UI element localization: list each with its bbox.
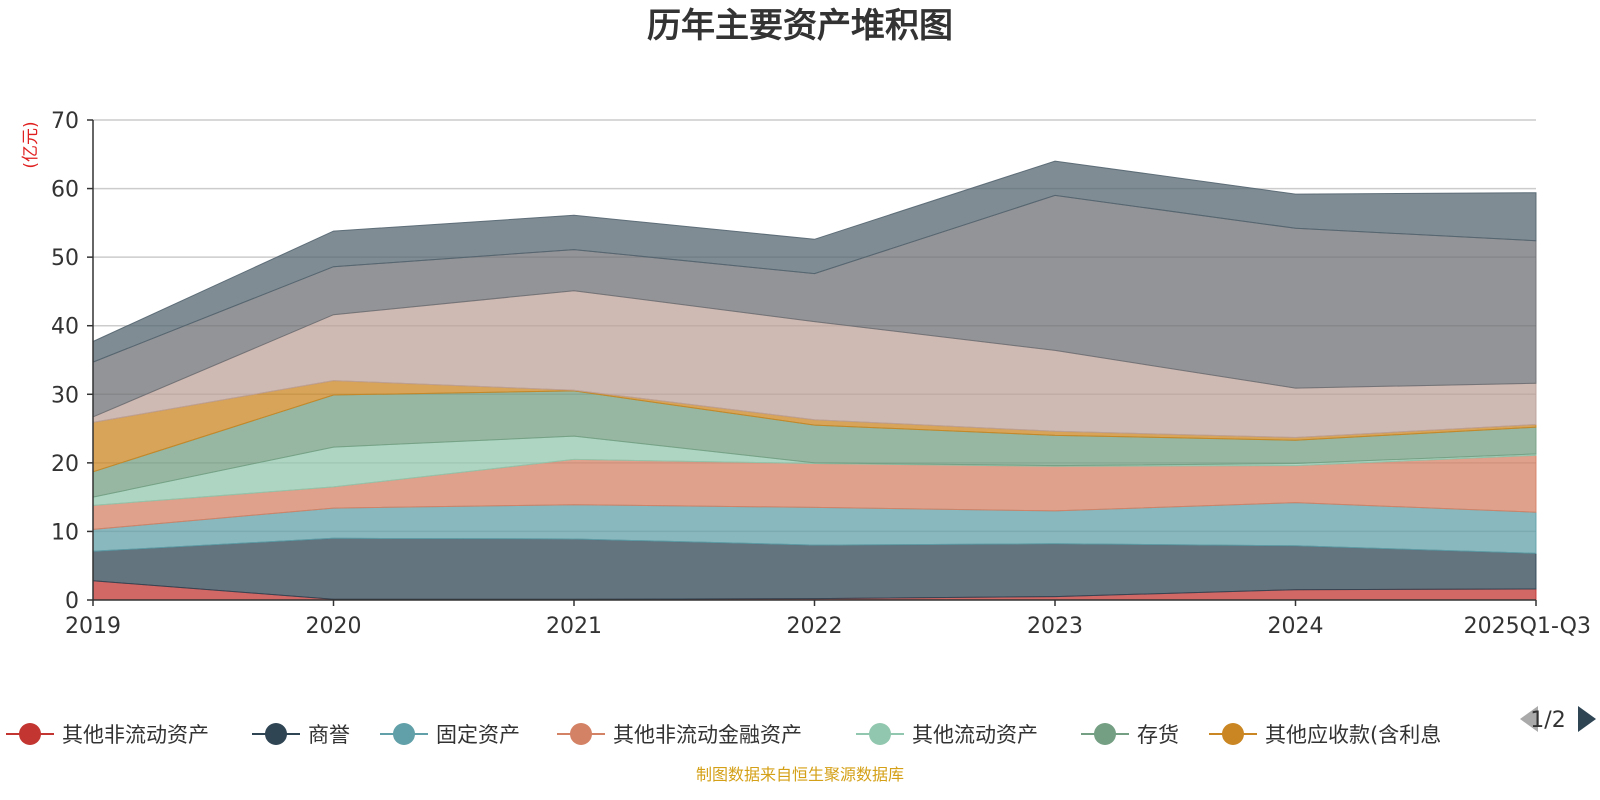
legend-prev-arrow-icon[interactable]	[1520, 706, 1538, 732]
x-tick-label-5: 2024	[1268, 614, 1324, 639]
legend-item-4[interactable]: 其他流动资产	[856, 723, 1038, 747]
y-tick-labels: 0 10 20 30 40 50 60 70	[51, 109, 93, 614]
chart-title: 历年主要资产堆积图	[647, 6, 953, 46]
legend-circle-icon	[393, 723, 415, 745]
legend-circle-icon	[19, 723, 41, 745]
y-tick-label-70: 70	[51, 109, 79, 134]
data-source-note: 制图数据来自恒生聚源数据库	[696, 765, 904, 784]
y-tick-label-30: 30	[51, 383, 79, 408]
x-tick-label-0: 2019	[65, 614, 121, 639]
y-axis-unit-label: (亿元)	[21, 121, 41, 168]
x-tick-label-3: 2022	[787, 614, 843, 639]
legend-pager[interactable]: 1/2	[1520, 706, 1596, 733]
legend-item-2[interactable]: 固定资产	[380, 723, 520, 747]
legend-circle-icon	[869, 723, 891, 745]
x-tick-label-4: 2023	[1027, 614, 1083, 639]
legend-label: 固定资产	[436, 723, 520, 747]
area-series-9	[92, 160, 1537, 363]
legend-item-3[interactable]: 其他非流动金融资产	[557, 723, 802, 747]
x-tick-label-6: 2025Q1-Q3	[1464, 614, 1591, 639]
y-tick-label-40: 40	[51, 315, 79, 340]
y-tick-label-60: 60	[51, 178, 79, 203]
x-tick-label-2: 2021	[546, 614, 602, 639]
legend-label: 其他流动资产	[912, 723, 1038, 747]
x-tick-labels: 2019 2020 2021 2022 2023 2024 2025Q1-Q3	[65, 600, 1591, 639]
legend-label: 其他应收款(含利息	[1265, 723, 1441, 747]
legend-item-6[interactable]: 其他应收款(含利息	[1209, 723, 1441, 747]
legend-label: 商誉	[308, 723, 350, 747]
legend-page-indicator: 1/2	[1530, 708, 1565, 733]
legend-circle-icon	[1222, 723, 1244, 745]
legend-circle-icon	[1094, 723, 1116, 745]
y-tick-label-10: 10	[51, 520, 79, 545]
legend-label: 存货	[1137, 723, 1179, 747]
x-tick-label-1: 2020	[306, 614, 362, 639]
legend-label: 其他非流动金融资产	[613, 723, 802, 747]
legend[interactable]: 其他非流动资产 商誉 固定资产 其他非流动金融资产 其他流动资产 存货 其他应收款(含利息	[6, 723, 1441, 747]
y-tick-label-50: 50	[51, 246, 79, 271]
legend-item-5[interactable]: 存货	[1081, 723, 1179, 747]
y-tick-label-20: 20	[51, 452, 79, 477]
legend-next-arrow-icon[interactable]	[1578, 706, 1596, 732]
legend-label: 其他非流动资产	[62, 723, 209, 747]
legend-item-1[interactable]: 商誉	[252, 723, 350, 747]
legend-item-0[interactable]: 其他非流动资产	[6, 723, 209, 747]
area-series-group	[92, 160, 1537, 601]
legend-circle-icon	[570, 723, 592, 745]
legend-circle-icon	[265, 723, 287, 745]
y-tick-label-0: 0	[65, 589, 79, 614]
